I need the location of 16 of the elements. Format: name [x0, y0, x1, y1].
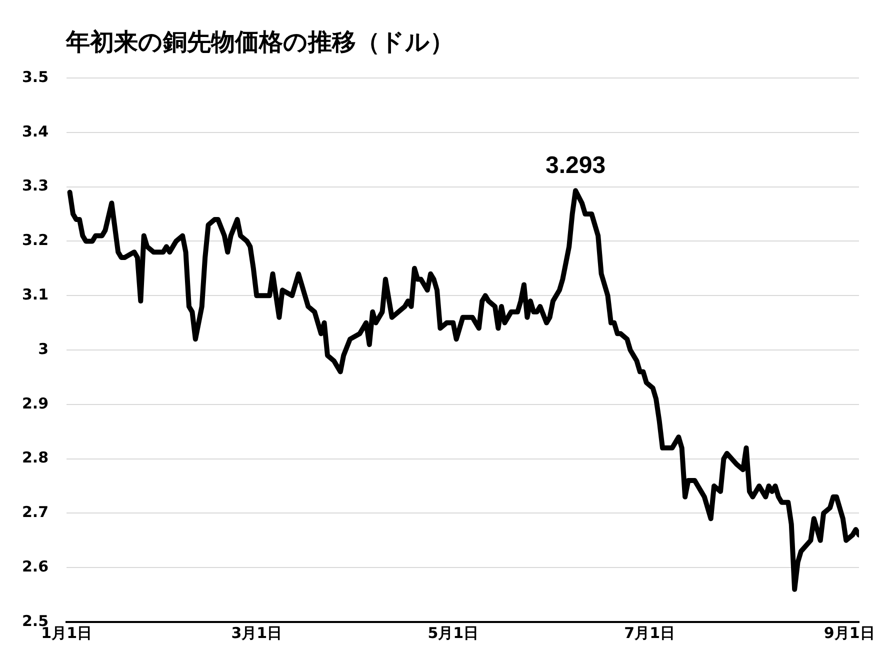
y-tick-label: 3 [38, 340, 49, 358]
y-tick-label: 3.3 [22, 176, 49, 195]
x-tick-label: 5月1日 [428, 624, 479, 642]
y-tick-label: 3.1 [22, 285, 49, 304]
y-tick-label: 3.4 [22, 122, 49, 140]
y-tick-label: 2.6 [22, 557, 49, 576]
x-tick-label: 7月1日 [624, 624, 676, 642]
annotation: 3.293 [546, 152, 606, 180]
y-tick-label: 2.8 [22, 448, 49, 467]
x-tick-label: 3月1日 [231, 624, 282, 642]
y-tick-label: 3.5 [22, 68, 49, 86]
y-tick-label: 2.9 [22, 394, 49, 412]
chart-title: 年初来の銅先物価格の推移（ドル） [66, 27, 454, 58]
y-tick-label: 2.7 [22, 503, 49, 522]
y-tick-label: 3.2 [22, 231, 49, 250]
x-tick-label: 9月1日 [824, 624, 875, 642]
